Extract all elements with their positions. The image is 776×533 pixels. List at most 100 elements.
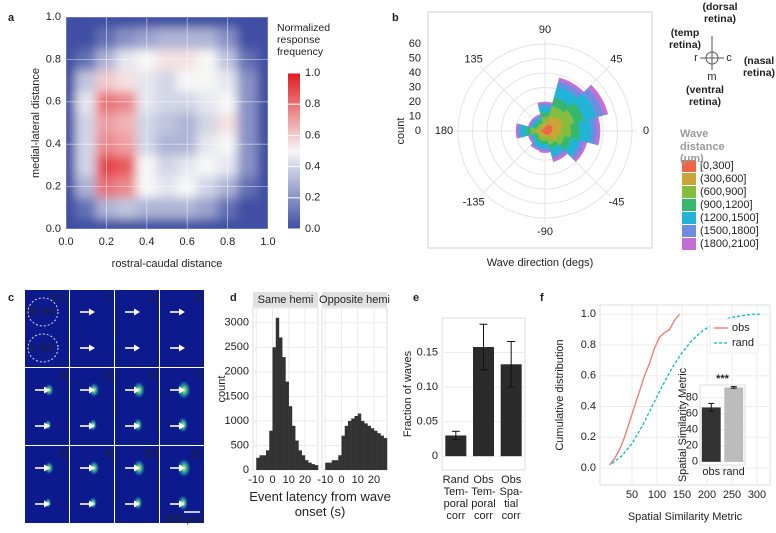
x-tick-label: 150 bbox=[673, 489, 691, 501]
legend-label: (1800,2100] bbox=[700, 238, 759, 250]
y-tick-label: 1.0 bbox=[581, 308, 596, 320]
histogram-bar bbox=[263, 455, 266, 470]
inset-y-tick-label: 0 bbox=[692, 456, 698, 468]
angle-tick-label: -90 bbox=[537, 226, 553, 238]
facet-title: Opposite hemi bbox=[319, 294, 390, 306]
rose-segment bbox=[540, 144, 549, 149]
y-tick-label: 0 bbox=[432, 450, 438, 462]
x-tick-label: 20 bbox=[368, 474, 380, 486]
histogram-bar bbox=[332, 460, 335, 470]
x-tick-label: 0.2 bbox=[99, 236, 114, 248]
inset-bar bbox=[702, 407, 721, 461]
orientation-letter: r bbox=[694, 52, 698, 64]
contour-cell bbox=[197, 27, 218, 49]
contour-cell bbox=[116, 70, 137, 92]
x-tick-label: 1.0 bbox=[260, 236, 275, 248]
frame-label: 11 bbox=[190, 448, 201, 460]
frame-label: 4 bbox=[60, 370, 66, 382]
y-tick-label: 1.0 bbox=[46, 11, 61, 23]
legend-label: (900,1200] bbox=[700, 199, 753, 211]
histogram-bar bbox=[289, 406, 292, 470]
y-tick-label: 0.8 bbox=[46, 53, 61, 65]
x-tick-label: 200 bbox=[698, 489, 716, 501]
rose-segment bbox=[526, 126, 531, 136]
legend-swatch bbox=[682, 212, 696, 224]
x-tick-label: 100 bbox=[648, 489, 666, 501]
y-axis-title: count bbox=[216, 376, 228, 403]
frame-label: 8 bbox=[60, 448, 66, 460]
x-tick-label: 10 bbox=[352, 474, 364, 486]
y-axis-title: Fraction of waves bbox=[402, 350, 414, 437]
panel-letter: c bbox=[8, 292, 14, 304]
y-axis-title: count bbox=[395, 118, 407, 145]
histogram-bar bbox=[338, 455, 341, 470]
x-tick-label: 0 bbox=[338, 474, 344, 486]
histogram-bar bbox=[279, 337, 282, 470]
contour-cell bbox=[156, 112, 177, 134]
histogram-bar bbox=[335, 460, 338, 470]
legend-label: [0,300] bbox=[700, 160, 734, 172]
frame-label: 10 bbox=[144, 448, 156, 460]
angle-tick-label: 135 bbox=[464, 53, 482, 65]
legend-swatch bbox=[682, 186, 696, 198]
contour-cell bbox=[76, 197, 97, 219]
histogram-bar bbox=[348, 421, 351, 470]
x-tick-label: 0 bbox=[269, 474, 275, 486]
inset-y-axis-title: Spatial Similarity Metric bbox=[677, 367, 689, 482]
y-axis-title: Cumulative distribution bbox=[554, 339, 566, 450]
contour-cell bbox=[116, 27, 137, 49]
histogram-bar bbox=[342, 436, 345, 470]
y-tick-label: 0.4 bbox=[581, 400, 596, 412]
y-tick-label: 0.10 bbox=[417, 381, 438, 393]
y-tick-label: 0.6 bbox=[581, 370, 596, 382]
x-tick-label: -10 bbox=[317, 474, 333, 486]
histogram-bar bbox=[299, 450, 302, 470]
y-tick-label: 0.2 bbox=[581, 431, 596, 443]
legend-swatch bbox=[682, 225, 696, 237]
colorbar bbox=[288, 73, 300, 229]
panel-letter: e bbox=[413, 292, 419, 304]
histogram-bar bbox=[308, 463, 311, 470]
region-label: L-SC bbox=[30, 342, 55, 354]
r-tick-label: 0 bbox=[415, 125, 421, 137]
contour-cell bbox=[237, 27, 258, 49]
colorbar-tick-label: 0.4 bbox=[305, 161, 320, 173]
histogram-bar bbox=[381, 436, 384, 470]
histogram-bar bbox=[358, 414, 361, 470]
histogram-bar bbox=[361, 421, 364, 470]
contour-cell bbox=[197, 70, 218, 92]
histogram-bar bbox=[266, 450, 269, 470]
y-tick-label: 2500 bbox=[225, 341, 249, 353]
panel-letter: b bbox=[392, 12, 399, 24]
r-tick-label: 10 bbox=[409, 110, 421, 122]
x-axis-title: rostral-caudal distance bbox=[112, 258, 223, 270]
y-tick-label: 1000 bbox=[225, 415, 249, 427]
inset-bar bbox=[724, 387, 743, 461]
angle-tick-label: -135 bbox=[463, 196, 485, 208]
frame-label: 2 bbox=[150, 292, 156, 304]
histogram-bar bbox=[371, 428, 374, 470]
legend-swatch bbox=[682, 199, 696, 211]
legend-label: (1200,1500] bbox=[700, 212, 759, 224]
legend-label: obs bbox=[732, 322, 750, 334]
colorbar-tick-label: 1.0 bbox=[305, 67, 320, 79]
histogram-bar bbox=[292, 426, 295, 470]
x-tick-label: 20 bbox=[299, 474, 311, 486]
contour-cell bbox=[76, 70, 97, 92]
x-tick-label: 0.4 bbox=[139, 236, 154, 248]
region-label: R-SC bbox=[30, 306, 57, 318]
frame-label: 9 bbox=[105, 448, 111, 460]
histogram-bar bbox=[384, 438, 387, 470]
rose-segment bbox=[542, 141, 549, 144]
figure-canvas: a0.00.20.40.60.81.00.00.20.40.60.81.0ros… bbox=[0, 0, 776, 533]
y-tick-label: 500 bbox=[231, 439, 249, 451]
angle-tick-label: -45 bbox=[608, 196, 624, 208]
r-tick-label: 50 bbox=[409, 52, 421, 64]
contour-cell bbox=[76, 154, 97, 176]
contour-cell bbox=[116, 197, 137, 219]
inset-annotation: *** bbox=[716, 373, 730, 385]
rose-segment bbox=[539, 106, 552, 112]
histogram-bar bbox=[368, 426, 371, 470]
contour-cell bbox=[237, 197, 258, 219]
legend-swatch bbox=[682, 173, 696, 185]
